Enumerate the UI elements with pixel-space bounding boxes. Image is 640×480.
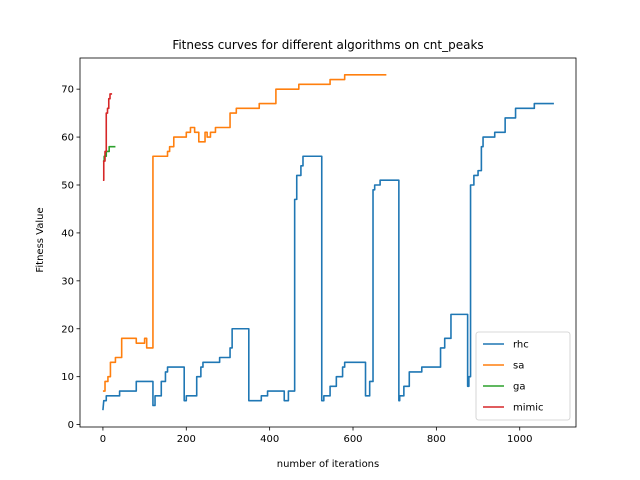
series-line-sa [102,73,387,392]
series-line-rhc [102,102,554,411]
x-axis-label: number of iterations [277,459,379,470]
legend-label-ga: ga [513,382,525,393]
y-tick-label: 0 [68,420,74,431]
plot-frame [79,57,577,428]
x-tick-label: 600 [343,434,362,445]
legend-label-rhc: rhc [513,340,529,351]
x-tick-label: 200 [177,434,196,445]
y-tick-label: 50 [61,180,74,191]
x-tick-label: 400 [260,434,279,445]
x-tick-label: 1000 [507,434,532,445]
legend-box [475,331,571,421]
y-tick-label: 20 [61,324,74,335]
x-tick-label: 800 [427,434,446,445]
legend-label-mimic: mimic [513,403,544,414]
x-tick-label: 0 [100,434,106,445]
legend: rhc sa ga mimic [475,331,571,421]
ticks-layer: 0 200 400 600 800 1000 0 10 20 30 40 50 60 70 [61,85,532,445]
chart-title: Fitness curves for different algorithms … [172,38,483,52]
y-tick-label: 60 [61,133,74,144]
series-line-mimic [102,93,113,181]
y-tick-label: 70 [61,85,74,96]
y-tick-label: 10 [61,372,74,383]
y-tick-label: 30 [61,276,74,287]
legend-label-sa: sa [513,361,524,372]
y-tick-label: 40 [61,228,74,239]
series-layer [102,73,554,411]
y-axis-label: Fitness Value [35,207,46,272]
